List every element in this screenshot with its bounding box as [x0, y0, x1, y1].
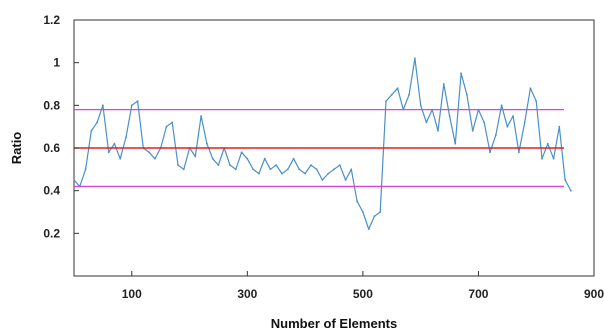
y-tick-label: 0.2: [43, 226, 60, 240]
data-point: [483, 121, 486, 124]
data-point: [211, 157, 214, 160]
y-tick-label: 0.4: [43, 184, 60, 198]
reference-lines: [74, 108, 564, 187]
x-axis-title: Number of Elements: [271, 316, 397, 331]
data-point: [90, 130, 93, 132]
data-point: [350, 168, 353, 171]
data-point: [362, 211, 364, 213]
data-point: [96, 121, 98, 124]
x-tick-label: 500: [353, 287, 373, 301]
data-point: [107, 151, 110, 154]
y-tick-label: 1.2: [43, 13, 60, 27]
data-point: [130, 104, 133, 107]
data-point: [448, 115, 451, 117]
data-point: [442, 83, 445, 85]
data-point: [570, 189, 572, 192]
data-point: [523, 121, 526, 124]
data-point: [177, 164, 179, 167]
data-point: [471, 130, 474, 132]
data-point: [408, 93, 410, 96]
data-point: [113, 142, 116, 145]
y-axis-ticks: 0.2 0.4 0.6 0.8 1 1.2: [43, 13, 79, 240]
data-point: [425, 121, 428, 124]
data-point: [229, 164, 231, 167]
data-point: [518, 151, 520, 154]
data-point: [529, 87, 532, 90]
data-point: [84, 168, 87, 171]
data-point: [182, 168, 185, 171]
data-point: [541, 157, 543, 160]
data-point: [327, 172, 330, 175]
data-point: [119, 157, 122, 160]
data-point: [552, 157, 555, 160]
data-point: [286, 168, 289, 171]
data-point: [263, 157, 266, 160]
y-tick-label: 1: [53, 56, 60, 70]
data-point: [240, 151, 243, 154]
data-point: [258, 172, 260, 175]
data-point: [234, 168, 237, 171]
y-axis-title: Ratio: [9, 132, 24, 165]
data-point: [500, 104, 503, 107]
data-point: [315, 168, 318, 171]
data-point: [125, 136, 127, 139]
data-point: [535, 100, 538, 102]
data-point: [373, 215, 376, 218]
data-point: [298, 168, 301, 171]
data-point: [454, 142, 457, 145]
data-point: [338, 164, 341, 167]
data-point: [460, 72, 462, 75]
data-point: [165, 125, 168, 128]
data-point: [356, 200, 358, 203]
data-point: [292, 157, 295, 160]
data-point: [558, 125, 561, 128]
data-point: [344, 179, 347, 181]
data-point: [275, 164, 278, 167]
data-point: [512, 115, 514, 117]
data-point: [154, 157, 156, 160]
data-point: [200, 115, 203, 117]
data-point: [252, 168, 255, 171]
y-tick-label: 0.6: [43, 141, 60, 155]
data-point: [73, 179, 75, 181]
data-point: [419, 104, 422, 107]
data-point: [281, 172, 283, 175]
data-point: [390, 93, 393, 96]
x-tick-label: 900: [584, 287, 604, 301]
data-point: [385, 100, 387, 102]
x-tick-label: 100: [122, 287, 142, 301]
data-point: [310, 164, 312, 167]
data-point: [489, 151, 491, 154]
series-layer: [73, 57, 572, 231]
data-point: [206, 142, 208, 145]
data-point: [304, 172, 306, 175]
data-point: [466, 93, 468, 96]
data-point: [506, 125, 509, 128]
data-point: [564, 179, 566, 181]
data-point: [136, 100, 139, 102]
data-point: [217, 164, 220, 167]
data-point: [494, 134, 497, 137]
data-point: [148, 151, 151, 154]
data-point: [194, 155, 197, 158]
data-point: [321, 179, 324, 181]
x-tick-label: 300: [237, 287, 257, 301]
data-point: [269, 168, 272, 171]
data-point: [437, 130, 439, 132]
data-point: [246, 157, 249, 160]
data-point: [171, 121, 174, 124]
x-axis-ticks: 100 300 500 700 900: [122, 271, 604, 301]
data-point: [379, 211, 382, 213]
data-point: [396, 87, 399, 90]
series-line-0: [73, 57, 572, 230]
data-point: [546, 142, 549, 145]
y-tick-label: 0.8: [43, 98, 60, 112]
x-tick-label: 700: [468, 287, 488, 301]
data-point: [367, 228, 370, 231]
data-point: [333, 168, 335, 171]
data-point: [102, 104, 104, 107]
data-point: [414, 57, 416, 60]
